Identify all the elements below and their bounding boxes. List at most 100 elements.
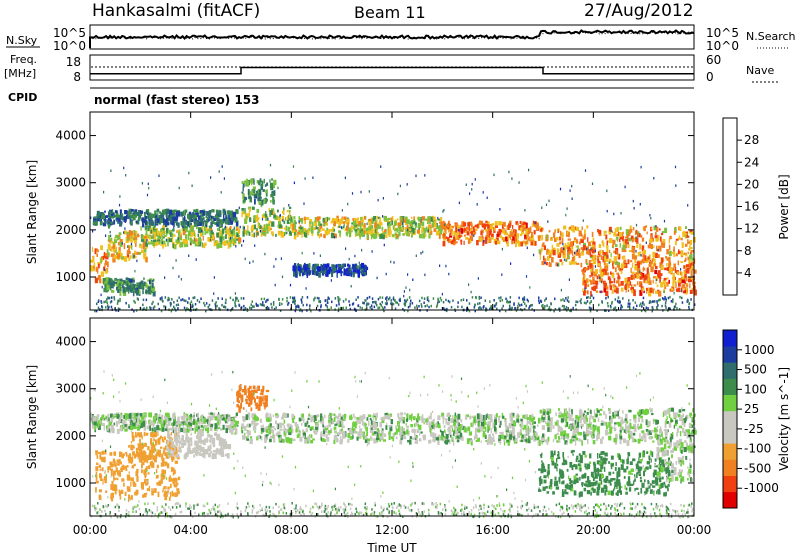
power-pixel (236, 226, 239, 229)
velocity-pixel (107, 467, 109, 473)
power-pixel (327, 296, 329, 299)
power-pixel (449, 225, 452, 230)
velocity-pixel (142, 494, 145, 498)
power-pixel (623, 259, 627, 266)
power-pixel (314, 268, 317, 272)
power-pixel (250, 178, 254, 184)
power-pixel (225, 215, 228, 219)
power-pixel (158, 214, 161, 218)
power-pixel (638, 233, 641, 238)
power-pixel (202, 221, 205, 227)
velocity-pixel (224, 420, 229, 424)
power-pixel (584, 290, 588, 293)
power-pixel (311, 270, 315, 275)
power-pixel (261, 232, 265, 235)
power-pixel (688, 259, 691, 265)
power-pixel (323, 221, 327, 225)
power-pixel (362, 231, 364, 237)
power-pixel (126, 231, 129, 235)
power-pixel (477, 277, 479, 280)
power-pixel (354, 265, 357, 271)
power-pixel (246, 181, 250, 187)
velocity-pixel (150, 438, 153, 444)
velocity-pixel (137, 453, 139, 456)
power-pixel (410, 220, 414, 223)
power-pixel (267, 307, 270, 310)
power-pixel (305, 263, 309, 268)
power-pixel (656, 245, 658, 252)
power-pixel (547, 255, 550, 261)
power-pixel (383, 215, 387, 221)
power-pixel (336, 217, 338, 223)
power-pixel (568, 278, 570, 281)
power-pixel (345, 219, 348, 225)
power-pixel (173, 244, 177, 250)
power-pixel (584, 229, 586, 235)
power-pixel (690, 250, 694, 253)
power-pixel (635, 250, 637, 253)
power-pixel (134, 209, 138, 212)
power-pixel (256, 180, 259, 184)
power-pixel (359, 228, 363, 233)
velocity-pixel (265, 399, 267, 404)
power-pixel (234, 301, 236, 304)
power-pixel (656, 300, 658, 303)
velocity-pixel (199, 431, 202, 436)
velocity-pixel (237, 400, 240, 404)
power-pixel (99, 217, 101, 221)
power-pixel (182, 222, 184, 225)
power-pixel (371, 217, 373, 220)
power-pixel (651, 258, 654, 263)
velocity-pixel (90, 416, 92, 420)
frequency-panel-frame (89, 54, 695, 81)
velocity-pixel (98, 420, 100, 427)
power-pixel (215, 218, 218, 221)
velocity-pixel (172, 414, 174, 418)
power-pixel (223, 236, 225, 239)
power-pixel (655, 238, 659, 242)
power-pixel (598, 303, 600, 307)
power-pixel (661, 304, 663, 308)
velocity-pixel (207, 445, 211, 452)
velocity-pixel (367, 439, 370, 445)
velocity-pixel (227, 444, 231, 449)
power-pixel (153, 225, 156, 228)
power-pixel (282, 210, 285, 215)
power-pixel (211, 234, 215, 240)
power-pixel (249, 208, 251, 212)
velocity-pixel (207, 418, 209, 424)
power-pixel (277, 186, 279, 190)
velocity-pixel (145, 466, 148, 469)
power-pixel (613, 278, 616, 284)
power-pixel (630, 274, 633, 280)
power-pixel (281, 215, 285, 220)
power-pixel (443, 208, 445, 212)
velocity-pixel (139, 454, 142, 459)
power-pixel (525, 236, 527, 240)
power-pixel (173, 226, 175, 229)
velocity-pixel (172, 442, 175, 449)
power-pixel (635, 229, 638, 235)
power-pixel (645, 274, 647, 280)
power-pixel (589, 263, 592, 269)
power-pixel (247, 225, 249, 231)
power-pixel (616, 226, 620, 232)
power-pixel (652, 290, 654, 294)
power-pixel (218, 308, 220, 311)
power-pixel (204, 231, 207, 235)
power-pixel (146, 239, 148, 242)
power-pixel (524, 228, 526, 231)
velocity-pixel (114, 463, 117, 468)
power-pixel (575, 245, 578, 248)
power-pixel (622, 297, 624, 300)
power-pixel (689, 255, 692, 260)
power-pixel (257, 304, 259, 307)
power-pixel (542, 242, 545, 247)
power-pixel (655, 226, 659, 232)
power-pixel (106, 301, 108, 304)
power-pixel (591, 286, 594, 291)
power-pixel (182, 239, 186, 243)
velocity-pixel (118, 419, 120, 425)
power-pixel (540, 247, 543, 252)
power-pixel (428, 216, 432, 221)
